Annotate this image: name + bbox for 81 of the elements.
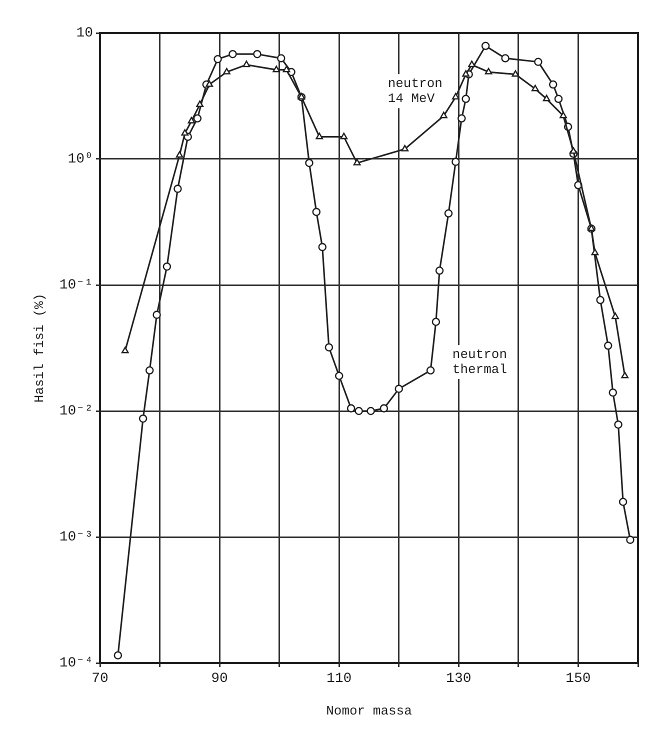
point (452, 92, 460, 100)
point (394, 384, 404, 393)
point (272, 66, 280, 72)
point (458, 114, 466, 123)
point (440, 112, 448, 118)
point (608, 388, 618, 397)
point (452, 158, 460, 166)
point (532, 84, 539, 92)
point (176, 151, 184, 158)
point (206, 80, 214, 87)
point (196, 100, 204, 108)
point (121, 346, 129, 354)
point (462, 94, 470, 104)
x-tick-label: 70 (92, 671, 108, 688)
point (316, 132, 324, 140)
point (621, 372, 629, 378)
point (353, 158, 361, 166)
y-tick-label: 10⁰ (68, 152, 93, 168)
series-label: neutron thermal (452, 346, 508, 377)
y-tick-label: 10⁻⁴ (59, 656, 93, 672)
y-tick-label: 10⁻³ (59, 530, 93, 546)
point (346, 404, 356, 412)
point (432, 318, 440, 326)
point (318, 242, 327, 252)
point (145, 366, 154, 375)
point (366, 406, 375, 416)
point (354, 406, 363, 416)
point (462, 70, 470, 77)
y-tick-label: 10⁻² (59, 404, 93, 420)
point (501, 54, 510, 62)
point (484, 68, 492, 74)
point (596, 296, 604, 304)
point (305, 158, 314, 168)
point (188, 116, 196, 124)
point (435, 266, 444, 275)
point (560, 112, 567, 118)
x-axis-title: Nomor massa (326, 704, 412, 719)
y-tick-label: 10 (76, 26, 93, 42)
point (468, 60, 476, 68)
point (570, 147, 578, 154)
y-axis-title: Hasil fisi (%) (32, 293, 48, 403)
series-label: neutron 14 MeV (388, 76, 442, 106)
point (380, 404, 388, 412)
point (614, 420, 622, 429)
point (548, 80, 558, 89)
point (276, 54, 286, 62)
point (152, 310, 161, 319)
point (618, 498, 628, 506)
point (114, 651, 122, 660)
point (554, 94, 563, 104)
point (444, 209, 453, 218)
point (324, 343, 334, 352)
point (481, 42, 490, 50)
point (612, 312, 619, 320)
x-tick-label: 110 (326, 671, 352, 688)
x-tick-label: 130 (446, 671, 472, 688)
y-tick-label: 10⁻¹ (59, 278, 93, 294)
point (253, 50, 262, 58)
point (223, 68, 230, 74)
point (228, 50, 237, 58)
point (591, 248, 599, 256)
point (534, 58, 542, 66)
point (340, 132, 348, 140)
point (542, 94, 550, 102)
point (138, 414, 148, 423)
point (162, 262, 172, 271)
point (193, 114, 202, 123)
point (334, 372, 344, 380)
point (401, 144, 409, 152)
point (181, 129, 189, 136)
point (214, 55, 222, 64)
point (512, 70, 520, 77)
point (242, 60, 250, 68)
point (604, 342, 612, 350)
point (312, 208, 321, 216)
x-tick-label: 150 (566, 671, 591, 688)
point (174, 184, 182, 193)
point (426, 366, 435, 375)
x-tick-label: 90 (211, 671, 228, 688)
point (282, 66, 290, 72)
point (626, 536, 634, 544)
